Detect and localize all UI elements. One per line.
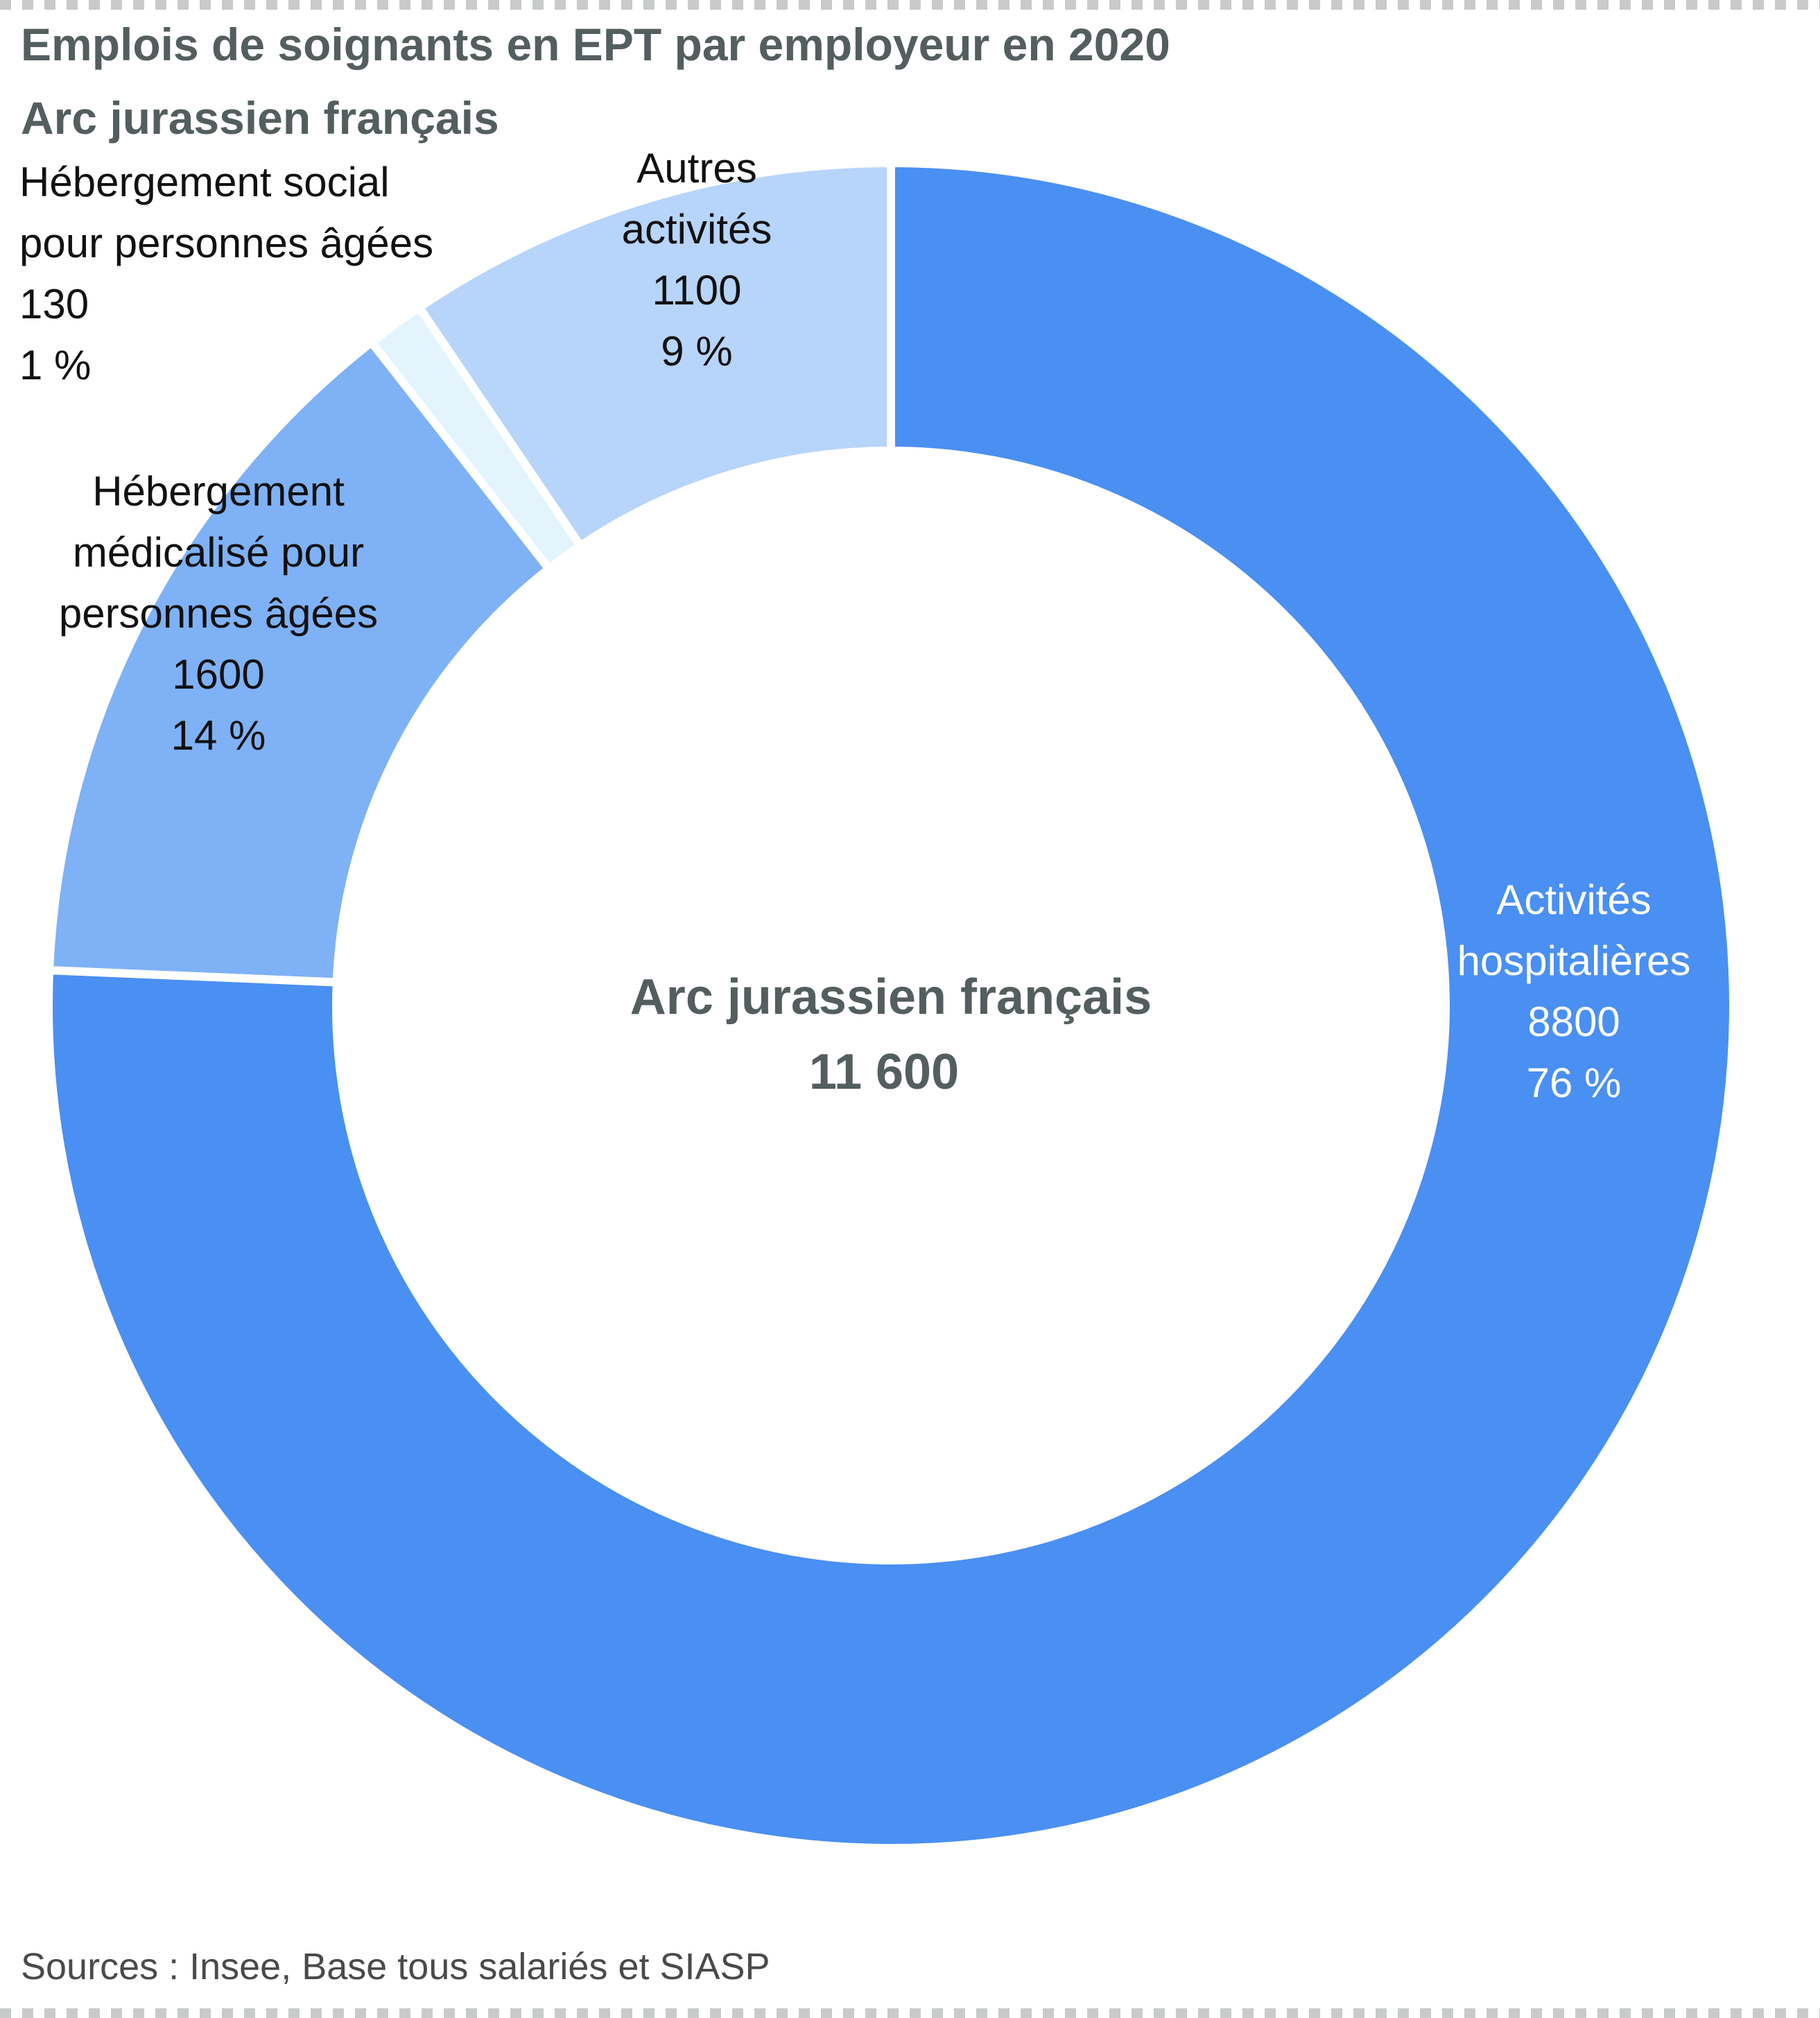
slice-hebergement-medicalise [44,336,555,987]
label-hebergement-medicalise-line: 1600 [172,651,264,698]
label-activites-hospitalieres: Activités hospitalières 8800 76 % [1457,877,1691,1106]
label-hebergement-medicalise-line: personnes âgées [59,590,378,637]
center-label: Arc jurassien français [630,969,1152,1025]
bottom-border [0,2008,1820,2018]
label-hebergement-medicalise-line: médicalisé pour [73,529,364,576]
slice-labels: Autres activités 1100 9 % Hébergement social… [19,145,1690,1106]
source-note: Sources : Insee, Base tous salariés et S… [21,1946,770,1987]
label-autres-activites-line: 1100 [652,267,741,313]
top-border [0,0,1820,10]
label-hebergement-social: Hébergement social pour personnes âgées 13… [19,159,433,388]
label-activites-hospitalieres-line: 8800 [1527,999,1620,1045]
label-hebergement-medicalise-line: 14 % [171,712,266,759]
label-hebergement-social-line: pour personnes âgées [19,220,433,266]
chart-title: Emplois de soignants en EPT par employeu… [21,19,1170,70]
label-autres-activites-line: activités [622,206,772,252]
chart-subtitle: Arc jurassien français [21,92,499,144]
label-activites-hospitalieres-line: 76 % [1527,1060,1622,1106]
label-autres-activites-line: Autres [636,145,756,191]
label-hebergement-social-line: 130 [19,281,89,327]
label-autres-activites: Autres activités 1100 9 % [622,145,772,374]
slice-activites-hospitalieres [44,158,1737,1852]
label-hebergement-medicalise: Hébergement médicalisé pour personnes âgée… [59,468,378,759]
label-activites-hospitalieres-line: Activités [1496,877,1651,923]
label-hebergement-medicalise-line: Hébergement [92,468,345,515]
label-autres-activites-line: 9 % [661,328,732,374]
donut-slices [44,158,1737,1852]
label-hebergement-social-line: Hébergement social [19,159,390,205]
center-total: 11 600 [809,1044,959,1100]
label-activites-hospitalieres-line: hospitalières [1457,938,1691,984]
label-hebergement-social-line: 1 % [19,342,91,388]
